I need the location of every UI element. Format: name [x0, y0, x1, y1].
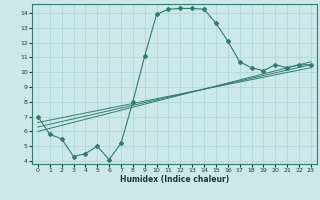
X-axis label: Humidex (Indice chaleur): Humidex (Indice chaleur)	[120, 175, 229, 184]
